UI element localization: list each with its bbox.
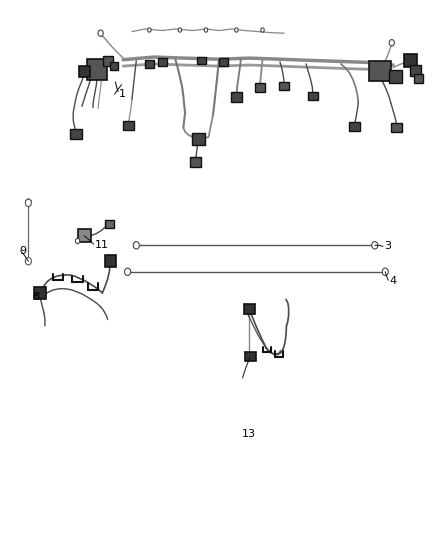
Bar bbox=[255, 83, 265, 92]
Bar bbox=[245, 352, 255, 361]
Bar bbox=[191, 133, 205, 145]
Bar bbox=[105, 255, 116, 267]
Circle shape bbox=[133, 241, 139, 249]
Text: 8: 8 bbox=[33, 292, 40, 302]
Text: 11: 11 bbox=[95, 240, 109, 250]
Bar bbox=[389, 70, 402, 83]
Circle shape bbox=[382, 268, 389, 276]
Circle shape bbox=[25, 199, 32, 207]
Circle shape bbox=[178, 28, 182, 32]
Bar bbox=[34, 287, 46, 299]
Text: 9: 9 bbox=[20, 246, 27, 256]
Bar bbox=[350, 122, 360, 131]
Bar bbox=[70, 128, 82, 139]
Bar bbox=[369, 61, 391, 82]
Circle shape bbox=[98, 30, 103, 36]
Text: 4: 4 bbox=[390, 276, 397, 286]
Circle shape bbox=[372, 241, 378, 249]
Bar bbox=[79, 66, 89, 77]
Bar bbox=[231, 92, 242, 102]
Bar bbox=[123, 120, 134, 130]
Bar bbox=[145, 60, 154, 68]
Bar bbox=[391, 123, 402, 132]
Bar bbox=[190, 157, 201, 167]
Circle shape bbox=[204, 28, 208, 32]
Circle shape bbox=[148, 28, 151, 32]
Circle shape bbox=[389, 39, 394, 46]
Circle shape bbox=[124, 268, 131, 276]
Text: 1: 1 bbox=[119, 89, 126, 99]
Bar bbox=[197, 57, 206, 64]
Text: 13: 13 bbox=[242, 429, 256, 439]
Bar bbox=[413, 74, 423, 83]
Circle shape bbox=[235, 28, 238, 32]
Bar bbox=[219, 58, 228, 66]
Bar bbox=[404, 54, 417, 67]
Bar bbox=[110, 62, 117, 70]
Bar bbox=[103, 56, 113, 66]
Bar bbox=[279, 82, 289, 91]
Bar bbox=[308, 92, 318, 100]
Circle shape bbox=[75, 238, 80, 244]
Bar bbox=[158, 58, 167, 66]
Bar bbox=[244, 304, 255, 314]
Circle shape bbox=[261, 28, 264, 32]
Bar bbox=[87, 59, 107, 80]
Bar bbox=[78, 229, 91, 242]
Bar bbox=[410, 65, 421, 76]
Bar bbox=[105, 220, 114, 228]
Circle shape bbox=[25, 257, 32, 265]
Text: 3: 3 bbox=[385, 241, 392, 252]
